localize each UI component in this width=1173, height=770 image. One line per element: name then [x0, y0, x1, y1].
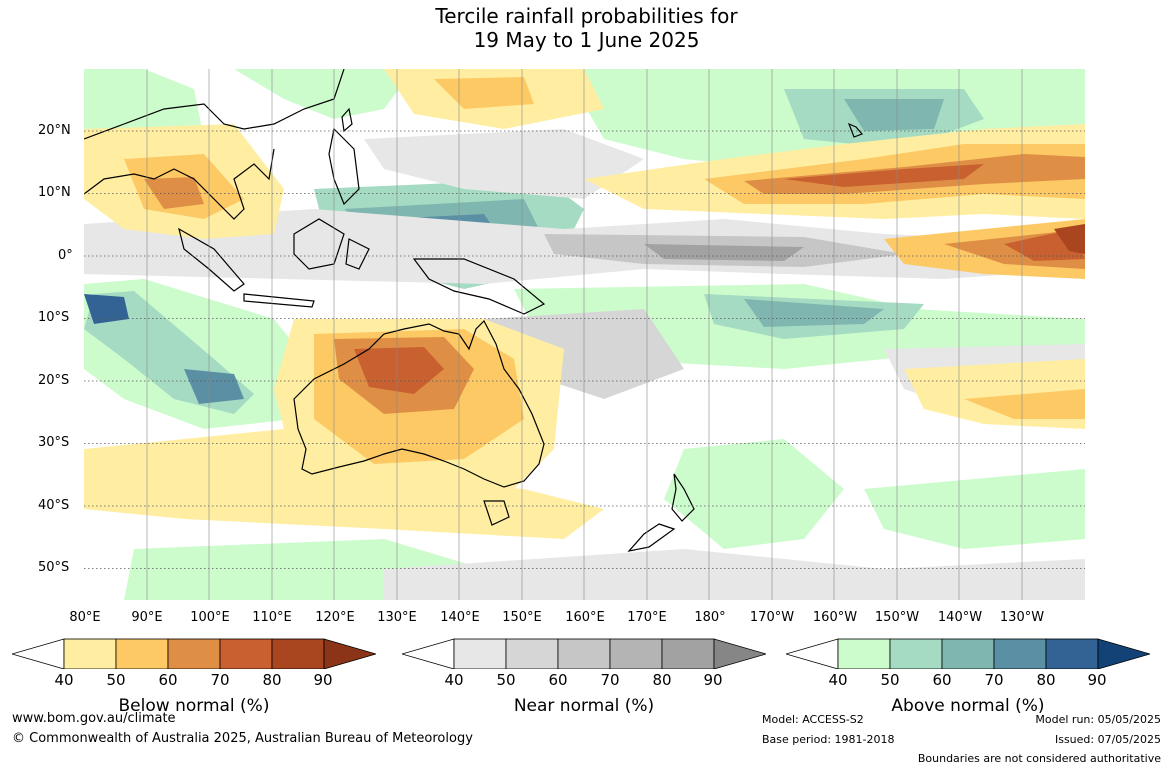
colorbar-cell [889, 638, 943, 669]
base-period: Base period: 1981-2018 [762, 733, 895, 746]
lat-label-50s: 50°S [38, 560, 70, 575]
near-tick-90: 90 [703, 671, 723, 689]
below-normal-regions [84, 69, 1085, 539]
colorbar-high-arrow [713, 638, 766, 669]
below-tick-90: 90 [313, 671, 333, 689]
below-normal-colorbar-cells [12, 638, 376, 669]
lat-label-30s: 30°S [38, 435, 70, 450]
lon-label-90e: 90°E [131, 610, 163, 625]
colorbar-cell [609, 638, 663, 669]
sulawesi-coastline [345, 238, 370, 270]
colorbar-cell [837, 638, 891, 669]
near-tick-70: 70 [600, 671, 620, 689]
colorbar-cell [115, 638, 169, 669]
colorbar-cell [941, 638, 995, 669]
lon-label-130e: 130°E [377, 610, 417, 625]
lat-label-40s: 40°S [38, 498, 70, 513]
lon-label-150e: 150°E [502, 610, 542, 625]
colorbar-cell [271, 638, 325, 669]
above-normal-title: Above normal (%) [891, 696, 1045, 716]
new-zealand-coastline [627, 473, 695, 552]
below-normal-title: Below normal (%) [118, 696, 270, 716]
title-line-2: 19 May to 1 June 2025 [473, 28, 700, 52]
colorbar-high-arrow [1097, 638, 1150, 669]
lon-label-160w: 160°W [812, 610, 858, 625]
hawaii-coastline [847, 122, 864, 138]
colorbar-cell [219, 638, 273, 669]
colorbar-low-arrow [402, 638, 455, 669]
below-tick-70: 70 [210, 671, 230, 689]
lon-label-110e: 110°E [252, 610, 292, 625]
above-tick-90: 90 [1087, 671, 1107, 689]
coastlines [84, 69, 864, 552]
website-link[interactable]: www.bom.gov.au/climate [12, 711, 176, 726]
title-line-1: Tercile rainfall probabilities for [435, 4, 738, 28]
lon-label-140w: 140°W [937, 610, 983, 625]
java-coastline [243, 293, 315, 308]
below-tick-50: 50 [106, 671, 126, 689]
near-tick-80: 80 [652, 671, 672, 689]
above-tick-80: 80 [1036, 671, 1056, 689]
above-normal-colorbar-cells [786, 638, 1150, 669]
model-name: Model: ACCESS-S2 [762, 713, 864, 726]
lon-label-100e: 100°E [190, 610, 230, 625]
colorbar-low-arrow [12, 638, 65, 669]
colorbar-cell [505, 638, 559, 669]
near-tick-50: 50 [496, 671, 516, 689]
above-tick-50: 50 [880, 671, 900, 689]
meridians [146, 69, 1023, 600]
mainland-asia-coastline [84, 69, 345, 220]
taiwan-coastline [341, 107, 353, 133]
lon-label-130w: 130°W [999, 610, 1045, 625]
colorbar-cell [557, 638, 611, 669]
near-normal-title: Near normal (%) [513, 696, 655, 716]
colorbar-cell [167, 638, 221, 669]
near-tick-60: 60 [548, 671, 568, 689]
colorbar-high-arrow [323, 638, 376, 669]
philippines-coastline [328, 127, 360, 206]
near-normal-colorbar-cells [402, 638, 766, 669]
below-tick-60: 60 [158, 671, 178, 689]
above-tick-60: 60 [932, 671, 952, 689]
tasmania-coastline [483, 500, 510, 526]
colorbar-low-arrow [786, 638, 839, 669]
lon-label-160e: 160°E [565, 610, 605, 625]
australia-coastline [293, 319, 545, 488]
near-tick-40: 40 [444, 671, 464, 689]
colorbar-cell [453, 638, 507, 669]
lon-label-120e: 120°E [315, 610, 355, 625]
lat-label-10s: 10°S [38, 310, 70, 325]
lat-label-20n: 20°N [38, 123, 71, 138]
colorbar-cell [1045, 638, 1099, 669]
below-normal-colorbar [12, 638, 376, 669]
below-tick-80: 80 [262, 671, 282, 689]
lat-label-10n: 10°N [38, 185, 71, 200]
sumatra-coastline [178, 227, 245, 292]
above-tick-40: 40 [828, 671, 848, 689]
colorbar-cell [63, 638, 117, 669]
lon-label-140e: 140°E [440, 610, 480, 625]
below-tick-40: 40 [54, 671, 74, 689]
colorbar-cell [661, 638, 715, 669]
above-normal-colorbar [786, 638, 1150, 669]
map-title: Tercile rainfall probabilities for 19 Ma… [0, 4, 1173, 52]
lon-label-80e: 80°E [69, 610, 101, 625]
model-run-date: Model run: 05/05/2025 [1035, 713, 1161, 726]
issued-date: Issued: 07/05/2025 [1054, 733, 1161, 746]
lon-label-170e: 170°E [627, 610, 667, 625]
probability-map [84, 69, 1085, 600]
above-tick-70: 70 [984, 671, 1004, 689]
lon-label-150w: 150°W [874, 610, 920, 625]
lon-label-180: 180° [694, 610, 726, 625]
near-normal-colorbar [402, 638, 766, 669]
new-guinea-coastline [412, 258, 546, 315]
copyright-notice: © Commonwealth of Australia 2025, Austra… [12, 731, 473, 746]
lon-label-170w: 170°W [749, 610, 795, 625]
graticule [84, 130, 1085, 569]
colorbar-cell [993, 638, 1047, 669]
lat-label-equator: 0° [58, 248, 73, 263]
boundaries-disclaimer: Boundaries are not considered authoritat… [917, 752, 1161, 765]
lat-label-20s: 20°S [38, 373, 70, 388]
